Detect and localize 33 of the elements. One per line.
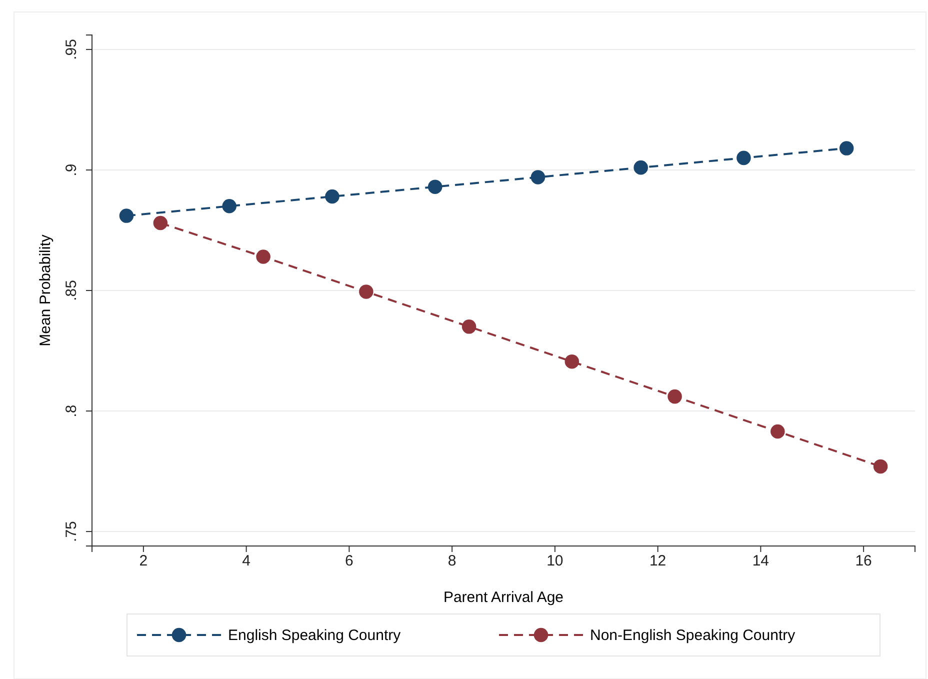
y-tick-label: .8	[62, 404, 80, 418]
point	[153, 216, 168, 230]
x-tick-label: 16	[855, 552, 872, 570]
x-tick-label: 12	[649, 552, 666, 570]
point	[564, 354, 580, 369]
point	[256, 250, 270, 264]
y-tick-label: .75	[62, 521, 80, 542]
y-tick-label: .9	[62, 164, 80, 176]
x-tick-label: 4	[242, 552, 250, 570]
legend-label: Non-English Speaking Country	[590, 627, 796, 644]
point	[668, 389, 682, 404]
point	[530, 170, 546, 184]
point	[119, 208, 134, 223]
point	[770, 424, 785, 439]
point	[428, 180, 442, 194]
x-tick-label: 2	[139, 552, 148, 570]
point	[462, 320, 476, 334]
y-tick-label: .85	[62, 280, 80, 301]
x-tick-label: 8	[448, 552, 456, 570]
point	[359, 284, 374, 299]
x-axis-title: Parent Arrival Age	[443, 589, 564, 606]
point	[222, 199, 236, 214]
point	[736, 150, 751, 166]
point	[325, 189, 340, 204]
point	[634, 160, 648, 175]
x-tick-label: 14	[752, 552, 770, 570]
x-tick-label: 10	[546, 552, 564, 570]
y-tick-label: .95	[62, 39, 80, 60]
x-tick-label: 6	[345, 552, 354, 570]
y-axis-title: Mean Probability	[37, 234, 54, 346]
point	[839, 141, 854, 156]
legend-label: English Speaking Country	[228, 627, 402, 644]
point	[873, 459, 888, 474]
